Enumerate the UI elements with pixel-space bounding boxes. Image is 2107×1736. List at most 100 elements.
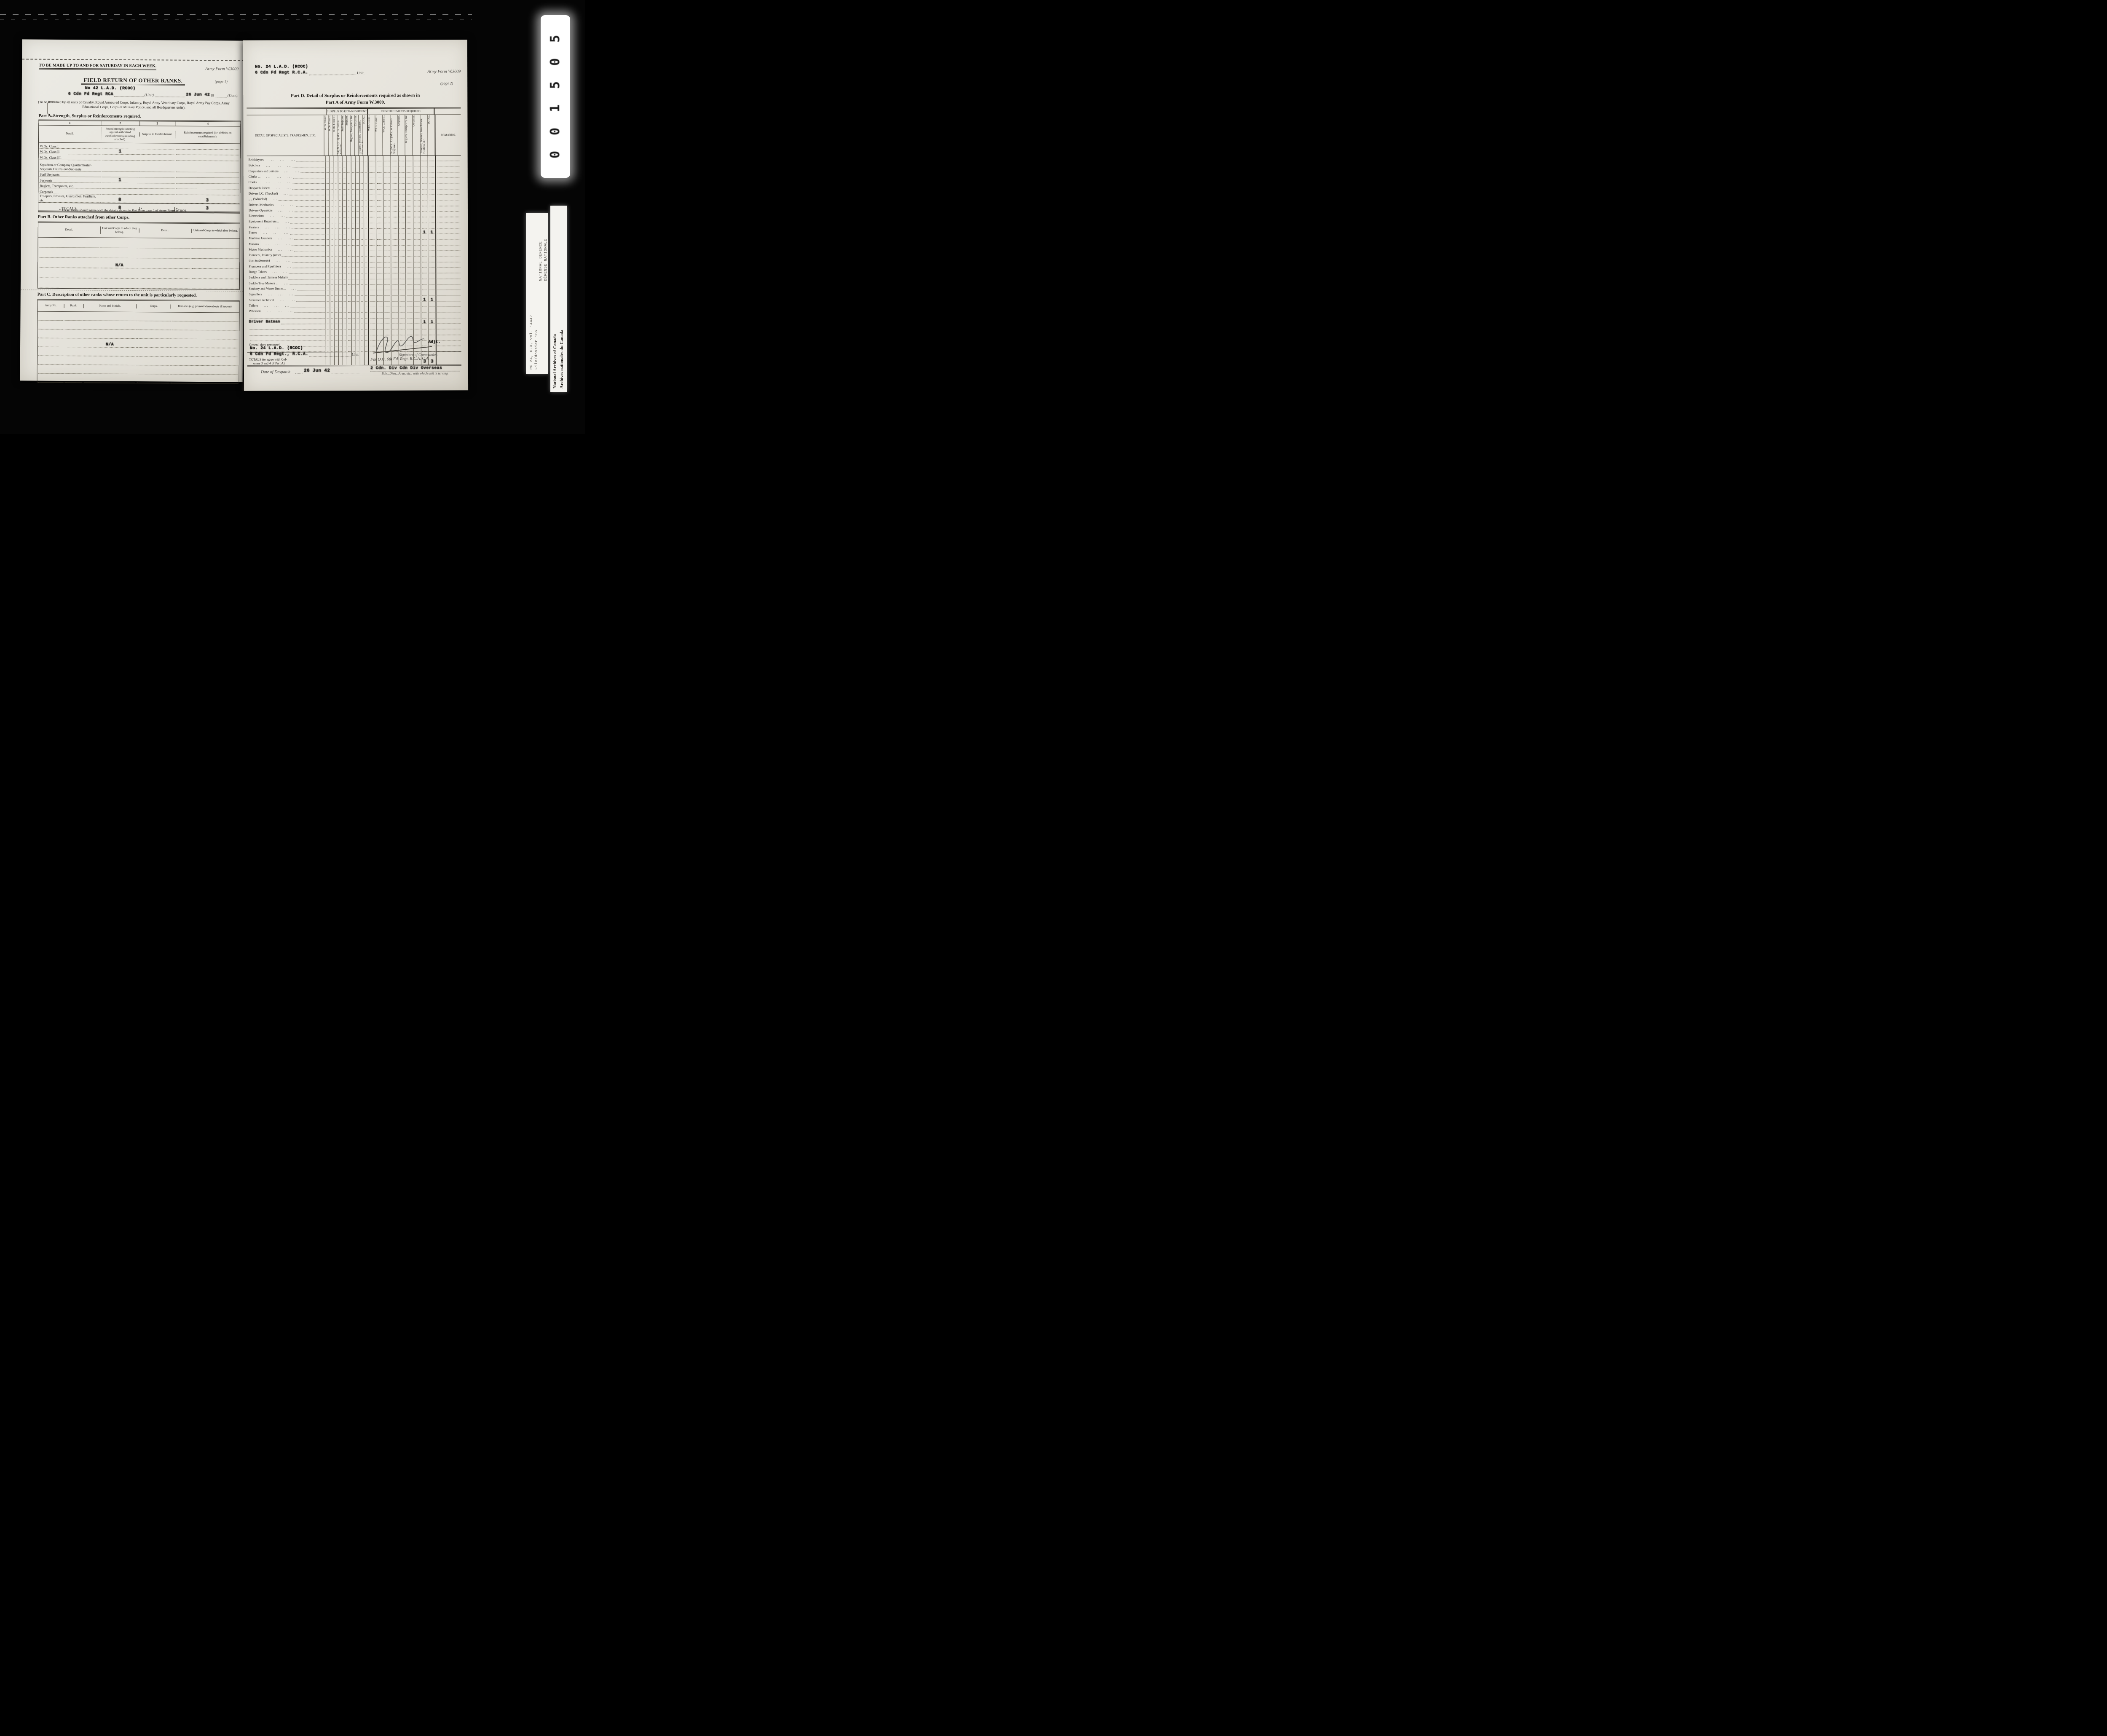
footer-typed-unit2: 6 Cdn Fd Regt., R.C.A. — [249, 352, 308, 357]
part-a-col-number: 1 — [69, 121, 71, 125]
dotted-rule — [331, 367, 361, 373]
part-d-row: Electricians...... — [247, 212, 461, 218]
part-a-row-label: W.Os. Class II. — [39, 150, 101, 155]
part-c-column-header: Name and Initials. — [83, 304, 137, 308]
part-b-row — [38, 238, 240, 249]
part-a-col-number: 4 — [174, 121, 241, 126]
part-d-row: Tailors......... — [247, 301, 461, 308]
part-d-row: „ „ (Wheeled)... — [247, 195, 461, 201]
surplus-col-header: Corporals. — [354, 115, 359, 156]
despatch-line: 26 Jun 42 — [295, 367, 362, 373]
part-c-row — [38, 347, 239, 357]
film-edge-marks-2 — [0, 19, 472, 20]
typed-unit-line2-p2: 6 Cdn Fd Regt R.C.A. — [255, 70, 308, 75]
dotted-rule — [295, 368, 303, 373]
part-d-typed-row: Driver Batman 1 1 — [247, 318, 461, 324]
surplus-group-header: SURPLUS TO ESTABLISHMENT. — [326, 108, 367, 115]
serving-caption: Bde., Divn., Area, etc., with which unit… — [381, 371, 449, 375]
national-defence-text: NATIONAL DEFENCE — [539, 241, 543, 281]
form-title: FIELD RETURN OF OTHER RANKS. — [22, 76, 244, 86]
part-b-column-header: Detail. — [139, 228, 191, 233]
reinforcement-col-header: W.Os. Class III. — [382, 115, 390, 155]
part-b-cell — [138, 288, 191, 289]
part-d-row: Machine Gunners...... — [247, 234, 461, 241]
reinforcement-col-header: W.Os. Class II. — [375, 115, 383, 155]
part-d-row: Range Takers...... — [247, 268, 461, 274]
unit-date-line: 6 Cdn Fd Regt RCA (Unit). 26 Jun 42 19 (… — [68, 92, 239, 97]
counter-digit: 0 — [548, 127, 563, 135]
detail-header: DETAIL OF SPECIALISTS, TRADESMEN, ETC. — [255, 133, 316, 137]
part-d-row: Butchers......... — [247, 161, 461, 168]
unit-label-p2: Unit. — [357, 70, 365, 75]
part-c-row: N/A — [38, 338, 239, 348]
defense-nationale-text: DÉFENSE NATIONALE — [544, 238, 548, 281]
national-archives-strip: National Archives of Canada Archives nat… — [550, 206, 567, 392]
furnish-note: (To be furnished by all units of Cavalry… — [38, 100, 230, 110]
part-d-rotated-headers: DETAIL OF SPECIALISTS, TRADESMEN, ETC. W.… — [247, 115, 461, 156]
part-d-row — [247, 324, 461, 330]
part-d-row: Drivers I.C. (Tracked)... — [247, 189, 461, 196]
part-d-table: SURPLUS TO ESTABLISHMENT. REINFORCEMENTS … — [247, 107, 461, 367]
typed-unit-line2: 6 Cdn Fd Regt RCA — [68, 92, 113, 97]
part-d-row: Wheelers......... — [247, 307, 461, 313]
part-c-cell — [83, 382, 136, 383]
part-d-row: Sanitary and Water Duties...... — [247, 284, 461, 291]
archives-en-text: National Archives of Canada — [553, 334, 558, 388]
reference-text-2: File/dossier 165 — [534, 330, 539, 370]
part-a-col-number: 2 — [100, 121, 139, 126]
reinforcement-col-header: TOTAL. — [427, 115, 435, 155]
year-prefix: 19 — [210, 94, 214, 98]
part-a-row-label: Serjeants — [38, 178, 100, 183]
part-b-column-header: Unit and Corps to which they belong. — [191, 229, 240, 233]
reinforcement-col-header: Corporals. — [412, 115, 420, 155]
part-a-row-label: W.Os. Class I. — [39, 144, 101, 149]
part-d-row: Cooks ............ — [247, 178, 461, 185]
footer-unit-line: 6 Cdn Fd Regt., R.C.A. Unit. — [249, 352, 359, 357]
part-b-heading: Part B. Other Ranks attached from other … — [38, 214, 130, 220]
part-d-row: Saddlers and Harness Makers — [247, 273, 461, 280]
surplus-col-header: Staff-Serjeants. — [341, 115, 346, 156]
part-c-row — [38, 365, 239, 375]
film-edge-marks — [0, 14, 472, 15]
dotted-rule — [309, 353, 351, 357]
archives-fr-text: Archives nationales du Canada — [560, 330, 564, 388]
serving-line: 2 Cdn. Div Cdn Div Overseas Bde., Divn.,… — [370, 366, 460, 375]
dotted-rule — [155, 94, 185, 97]
part-a-row-label: Troopers, Privates, Guardsmen, Fusiliers… — [38, 194, 100, 203]
part-a-column-header: Reinforcements required (i.e. deficits o… — [174, 131, 241, 139]
counter-digit: 0 — [548, 58, 563, 66]
perforation-line-2 — [20, 289, 243, 292]
part-b-row — [38, 278, 239, 289]
reinforcement-col-header: W.Os. Class I. — [367, 115, 375, 155]
date-label: (Date). — [227, 93, 239, 98]
part-d-row: Clerks ............ — [247, 172, 461, 179]
part-d-row: Farriers......... — [247, 222, 461, 229]
part-d-row: Signallers......... — [247, 290, 461, 296]
part-a-row-label: Staff Serjeants — [38, 173, 100, 177]
reinforcement-col-header: Serjeants. — [397, 115, 405, 155]
part-c-column-header: Corps. — [136, 304, 171, 309]
surplus-col-header: Buglers, Trumpeters, &c. — [349, 115, 354, 156]
part-d-row: Equipment Repairers...... — [247, 217, 461, 224]
part-a-column-header: Posted strength counting against authori… — [100, 127, 139, 142]
part-d-row: Pioneers, Infantry (other — [247, 251, 461, 257]
surplus-col-header: Serjeants. — [345, 115, 350, 156]
part-c-cell — [170, 383, 239, 384]
part-a-row: Troopers, Privates, Guardsmen, Fusiliers… — [38, 194, 240, 204]
surplus-col-header: W.Os. Class III. — [332, 115, 337, 156]
part-d-row: Saddle Tree Makers ...... — [247, 279, 461, 285]
part-b-cell — [38, 287, 100, 289]
reference-text: RG 24, C-3, vol. 14447 — [529, 315, 533, 370]
part-b-column-header: Unit and Corps to which they belong. — [100, 226, 139, 234]
despatch-label: Date of Despatch — [260, 370, 290, 375]
part-c-column-header: Remarks (e.g. present whereabouts if kno… — [171, 304, 239, 309]
dotted-rule — [309, 72, 356, 75]
part-a-heading: Part A. Strength, Surplus or Reinforceme… — [38, 113, 141, 119]
dotted-rule — [215, 94, 227, 98]
footer-unit-label: Unit. — [351, 352, 359, 357]
reinforcement-col-header: Troopers, Privates, Guardsmen, Fusiliers… — [420, 115, 428, 155]
part-d-row — [247, 329, 461, 336]
part-c-heading: Part C. Description of other ranks whose… — [37, 292, 197, 298]
part-a-col-number: 3 — [139, 121, 175, 126]
reinforcement-col-header: S.Q.M.S.; C.Q.M.S., or Colour-Serjeants. — [390, 115, 398, 155]
